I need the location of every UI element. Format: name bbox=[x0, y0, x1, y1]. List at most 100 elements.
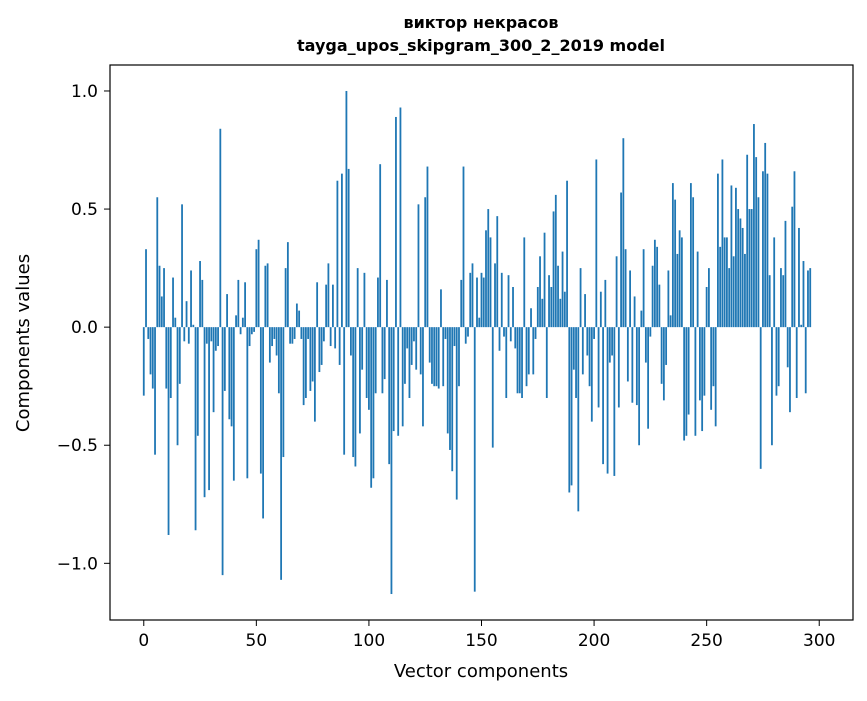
bar bbox=[674, 199, 677, 328]
bar bbox=[428, 327, 431, 363]
bar bbox=[295, 303, 298, 328]
bar bbox=[503, 327, 505, 337]
bar bbox=[649, 327, 652, 337]
y-axis-label: Components values bbox=[13, 254, 34, 432]
bar bbox=[739, 218, 742, 328]
bar bbox=[494, 263, 496, 328]
bar bbox=[212, 327, 215, 413]
bar bbox=[259, 327, 262, 474]
bar bbox=[275, 327, 278, 356]
bar bbox=[505, 327, 508, 398]
y-tick-label: −0.5 bbox=[57, 436, 98, 456]
bar bbox=[255, 249, 258, 328]
bar bbox=[286, 242, 289, 328]
bar bbox=[361, 327, 364, 370]
bar bbox=[145, 249, 147, 328]
bar bbox=[478, 317, 481, 328]
bar bbox=[644, 327, 647, 363]
bar bbox=[566, 180, 568, 328]
bar bbox=[577, 327, 580, 512]
bar bbox=[496, 216, 499, 328]
bar bbox=[527, 327, 530, 375]
bar bbox=[187, 327, 190, 344]
bar bbox=[617, 327, 620, 408]
bar bbox=[606, 327, 609, 474]
bar bbox=[390, 327, 393, 595]
bar bbox=[237, 279, 240, 328]
bar bbox=[624, 249, 627, 328]
bar bbox=[226, 294, 228, 328]
bar bbox=[593, 327, 595, 339]
bar bbox=[363, 272, 366, 328]
bar bbox=[246, 327, 249, 479]
bar bbox=[167, 327, 170, 535]
bar bbox=[548, 275, 550, 328]
bar bbox=[579, 268, 582, 328]
bar bbox=[399, 107, 402, 328]
bar bbox=[437, 327, 440, 389]
bar bbox=[595, 159, 598, 328]
bar bbox=[793, 171, 796, 328]
bar bbox=[257, 239, 260, 328]
bar bbox=[194, 327, 197, 531]
bar bbox=[728, 268, 731, 328]
bar bbox=[419, 327, 422, 375]
bar bbox=[678, 230, 681, 328]
bar bbox=[388, 327, 391, 465]
bar bbox=[485, 230, 487, 328]
bar bbox=[620, 192, 622, 328]
bar bbox=[561, 251, 564, 328]
bar bbox=[307, 327, 310, 339]
bar bbox=[329, 327, 332, 347]
bar bbox=[422, 327, 424, 427]
bar bbox=[273, 327, 276, 339]
bar bbox=[205, 327, 208, 344]
bar bbox=[669, 315, 672, 328]
bar bbox=[500, 272, 503, 328]
bar bbox=[692, 197, 695, 328]
bar bbox=[181, 204, 183, 328]
bar bbox=[325, 284, 328, 328]
bar bbox=[241, 317, 244, 328]
bar bbox=[750, 209, 753, 328]
bar bbox=[266, 263, 269, 328]
bar bbox=[201, 279, 204, 328]
chart-subtitle: tayga_upos_skipgram_300_2_2019 model bbox=[297, 36, 665, 55]
bar bbox=[451, 327, 454, 472]
bar bbox=[784, 220, 787, 328]
bar bbox=[435, 327, 438, 387]
bar bbox=[334, 327, 337, 349]
bar bbox=[473, 327, 476, 592]
bar bbox=[543, 232, 546, 328]
bar bbox=[230, 327, 233, 427]
bar bbox=[687, 327, 690, 415]
bar bbox=[352, 327, 355, 458]
bar bbox=[514, 327, 517, 349]
bar bbox=[588, 327, 591, 387]
bar bbox=[311, 327, 314, 382]
bar bbox=[300, 327, 303, 339]
bar bbox=[248, 327, 251, 347]
bar bbox=[250, 327, 253, 335]
y-tick-label: 0.5 bbox=[71, 200, 98, 220]
bar bbox=[611, 327, 613, 356]
bar bbox=[541, 298, 544, 328]
bar bbox=[320, 327, 323, 365]
bar bbox=[665, 327, 668, 365]
bar bbox=[318, 327, 321, 373]
bar bbox=[746, 154, 749, 328]
bar bbox=[208, 327, 210, 491]
bar bbox=[368, 327, 370, 410]
bar bbox=[563, 291, 566, 328]
bar bbox=[415, 327, 418, 370]
bar bbox=[782, 275, 785, 328]
bar bbox=[277, 327, 280, 394]
bar bbox=[717, 173, 719, 328]
bar bbox=[446, 327, 449, 434]
bar bbox=[453, 327, 456, 347]
bar bbox=[599, 291, 602, 328]
bar bbox=[223, 327, 226, 391]
bar bbox=[516, 327, 519, 394]
bar bbox=[192, 324, 195, 328]
bar bbox=[431, 327, 433, 384]
